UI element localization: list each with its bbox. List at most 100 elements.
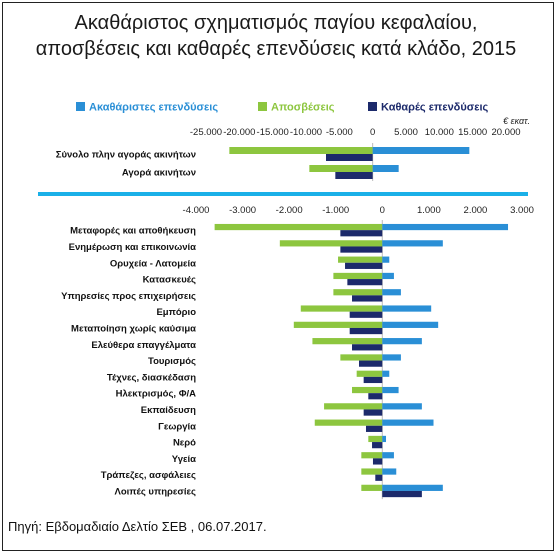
category-label: Εκπαίδευση (141, 405, 196, 416)
bar-net (352, 295, 383, 302)
x-tick-label: -25.000 (190, 127, 222, 138)
bar-net (347, 279, 383, 286)
bar-gross (372, 147, 470, 154)
bar-net (352, 344, 383, 351)
bar-net (359, 360, 383, 367)
category-label: Τέχνες, διασκέδαση (107, 372, 196, 383)
bar-depreciation (361, 468, 383, 475)
bar-net (368, 393, 383, 400)
bar-net (326, 154, 373, 161)
category-label: Τράπεζες, ασφάλειες (101, 470, 196, 481)
bar-net (365, 425, 383, 432)
legend-swatch (76, 102, 85, 111)
bar-depreciation (368, 435, 383, 443)
legend: Ακαθάριστες επενδύσεις Αποσβέσεις Καθαρές … (76, 102, 489, 114)
bar-gross (382, 289, 401, 296)
bar-gross (382, 338, 422, 345)
bar-depreciation (214, 223, 383, 231)
x-tick-label: -3.000 (229, 205, 256, 216)
category-label: Αγορά ακινήτων (122, 168, 196, 179)
bar-depreciation (312, 338, 383, 345)
bar-net (349, 311, 383, 318)
bar-gross (382, 435, 387, 443)
bar-depreciation (340, 354, 383, 361)
legend-label: Αποσβέσεις (271, 102, 335, 114)
category-label: Λοιπές υπηρεσίες (115, 486, 197, 497)
bar-gross (382, 370, 390, 377)
bar-net (372, 458, 383, 465)
category-label: Υπηρεσίες προς επιχειρήσεις (61, 291, 196, 302)
title-line-1: Ακαθάριστος σχηματισμός παγίου κεφαλαίου… (74, 12, 478, 34)
source-note: Πηγή: Εβδομαδιαίο Δελτίο ΣΕΒ , 06.07.201… (8, 519, 267, 534)
bar-gross (382, 272, 394, 280)
bar-net (340, 230, 383, 237)
bar-depreciation (314, 419, 383, 426)
x-tick-label: -10.000 (290, 127, 322, 138)
bar-depreciation (279, 240, 383, 247)
bar-net (345, 262, 383, 269)
bar-net (375, 474, 383, 481)
category-label: Ορυχεία - Λατομεία (110, 258, 196, 269)
category-label: Υγεία (172, 454, 196, 465)
bar-depreciation (229, 147, 373, 154)
bar-depreciation (333, 289, 383, 296)
x-tick-label: -4.000 (183, 205, 210, 216)
bar-net (340, 246, 383, 253)
bar-depreciation (361, 452, 383, 459)
bar-depreciation (356, 370, 383, 377)
category-label: Ελεύθερα επαγγέλματα (91, 340, 196, 351)
category-label: Εμπόριο (156, 307, 196, 318)
x-tick-label: -1.000 (322, 205, 349, 216)
bar-net (335, 172, 373, 179)
separator-line (38, 192, 528, 196)
x-tick-label: 0 (380, 205, 385, 216)
x-tick-label: 2.000 (464, 205, 488, 216)
legend-label: Ακαθάριστες επενδύσεις (89, 102, 218, 114)
bar-depreciation (293, 321, 383, 328)
bar-gross (382, 321, 439, 328)
category-label: Νερό (173, 438, 196, 449)
bar-net (349, 327, 383, 335)
x-tick-label: 1.000 (417, 205, 441, 216)
bar-gross (382, 484, 443, 491)
bar-net (372, 442, 383, 449)
bar-gross (382, 403, 422, 410)
bar-depreciation (361, 484, 383, 491)
x-tick-label: -15.000 (257, 127, 289, 138)
unit-label: € εκατ. (503, 116, 530, 126)
bottom-panel: -4.000 -3.000 -2.000 -1.000 0 1.000 2.000 3.000… (61, 205, 534, 500)
x-tick-label: -5.000 (326, 127, 353, 138)
x-tick-label: -20.000 (223, 127, 255, 138)
legend-swatch (258, 102, 267, 111)
bar-gross (382, 468, 397, 475)
category-label: Κατασκευές (143, 275, 196, 286)
bar-depreciation (309, 165, 373, 172)
x-tick-label: -2.000 (276, 205, 303, 216)
top-panel: -25.000 -20.000 -15.000 -10.000 -5.000 0 5.000… (56, 127, 521, 181)
x-tick-label: 5.000 (394, 127, 418, 138)
bar-depreciation (300, 305, 383, 312)
bar-depreciation (338, 256, 383, 263)
x-tick-label: 0 (370, 127, 375, 138)
x-tick-label: 20.000 (491, 127, 520, 138)
x-tick-label: 15.000 (458, 127, 487, 138)
category-label: Ηλεκτρισμός, Φ/Α (116, 389, 196, 400)
bar-gross (382, 452, 394, 459)
legend-swatch (368, 102, 377, 111)
bar-depreciation (352, 386, 383, 394)
category-label: Τουρισμός (148, 356, 196, 367)
bar-net (382, 490, 422, 498)
x-tick-label: 3.000 (510, 205, 534, 216)
chart-title: Ακαθάριστος σχηματισμός παγίου κεφαλαίου… (0, 10, 552, 62)
chart-frame (2, 2, 554, 551)
bar-depreciation (324, 403, 383, 410)
category-label: Μεταφορές και αποθήκευση (70, 226, 196, 237)
bar-net (363, 376, 383, 384)
bar-gross (382, 419, 434, 426)
title-line-2: αποσβέσεις και καθαρές επενδύσεις κατά κ… (35, 38, 517, 60)
bar-gross (372, 165, 399, 172)
x-tick-label: 10.000 (425, 127, 454, 138)
bar-gross (382, 386, 399, 394)
bar-gross (382, 354, 401, 361)
